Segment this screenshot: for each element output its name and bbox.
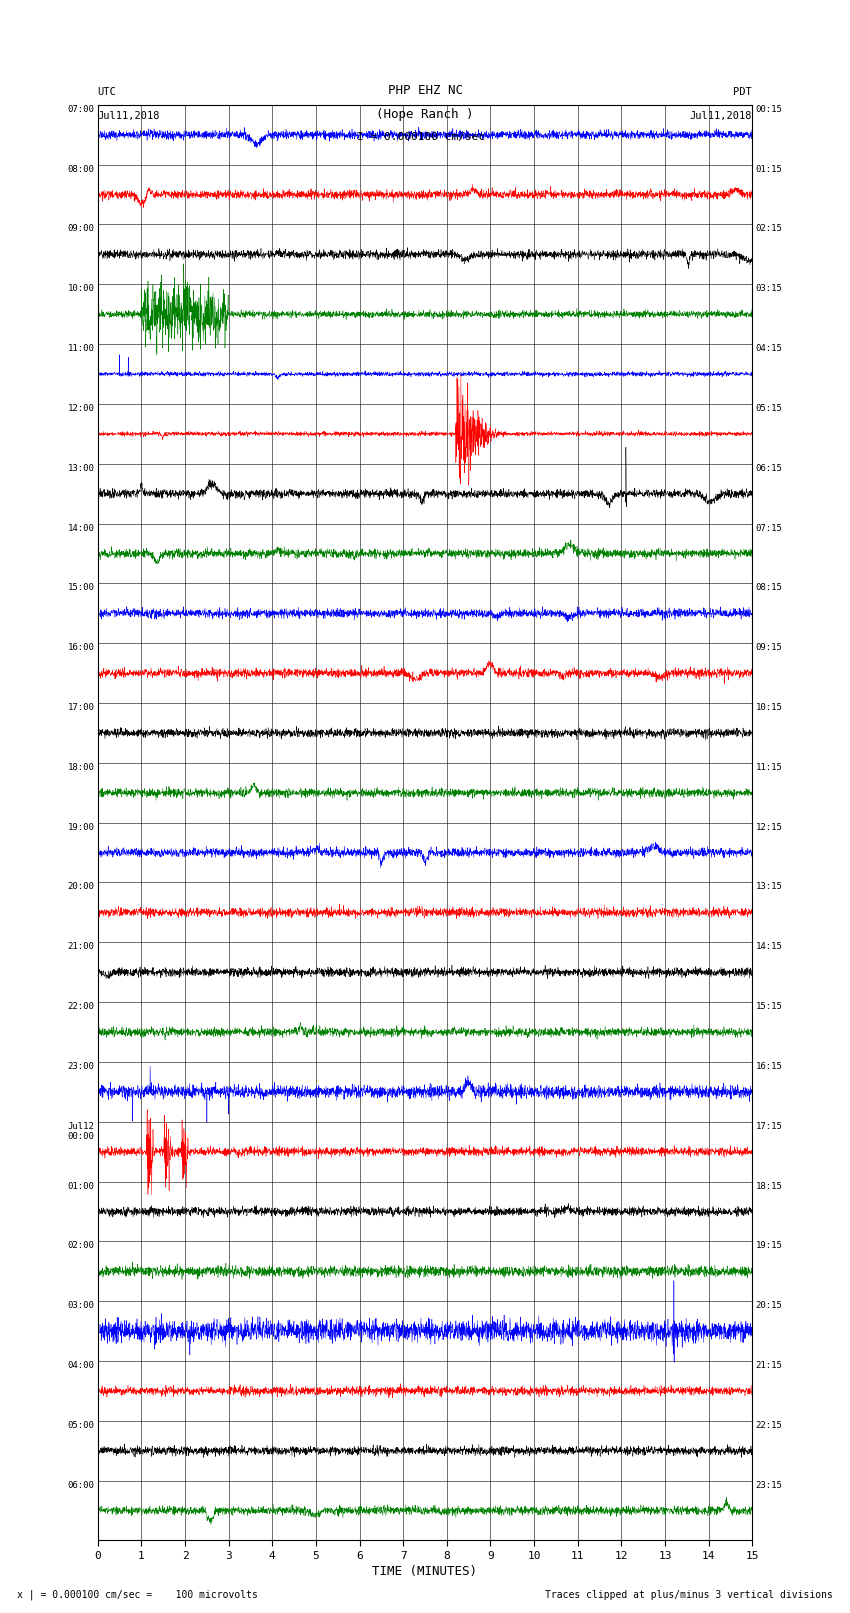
Text: 05:15: 05:15 [756, 403, 782, 413]
Text: 10:15: 10:15 [756, 703, 782, 711]
Text: 20:15: 20:15 [756, 1302, 782, 1310]
Text: PHP EHZ NC: PHP EHZ NC [388, 84, 462, 97]
Text: 23:00: 23:00 [68, 1061, 94, 1071]
Text: 02:00: 02:00 [68, 1242, 94, 1250]
Text: 22:00: 22:00 [68, 1002, 94, 1011]
Text: Jul11,2018: Jul11,2018 [98, 111, 161, 121]
Text: 04:15: 04:15 [756, 344, 782, 353]
Text: 00:15: 00:15 [756, 105, 782, 115]
Text: 05:00: 05:00 [68, 1421, 94, 1429]
Text: 09:00: 09:00 [68, 224, 94, 234]
Text: x | = 0.000100 cm/sec =    100 microvolts: x | = 0.000100 cm/sec = 100 microvolts [17, 1589, 258, 1600]
Text: 07:00: 07:00 [68, 105, 94, 115]
Text: I = 0.000100 cm/sec: I = 0.000100 cm/sec [357, 132, 484, 142]
Text: 21:00: 21:00 [68, 942, 94, 952]
Text: 10:00: 10:00 [68, 284, 94, 294]
Text: 14:00: 14:00 [68, 524, 94, 532]
Text: 15:15: 15:15 [756, 1002, 782, 1011]
X-axis label: TIME (MINUTES): TIME (MINUTES) [372, 1565, 478, 1578]
Text: 01:00: 01:00 [68, 1181, 94, 1190]
Text: (Hope Ranch ): (Hope Ranch ) [377, 108, 473, 121]
Text: 02:15: 02:15 [756, 224, 782, 234]
Text: 01:15: 01:15 [756, 165, 782, 174]
Text: 03:15: 03:15 [756, 284, 782, 294]
Text: Traces clipped at plus/minus 3 vertical divisions: Traces clipped at plus/minus 3 vertical … [545, 1590, 833, 1600]
Text: 14:15: 14:15 [756, 942, 782, 952]
Text: 06:00: 06:00 [68, 1481, 94, 1489]
Text: 08:15: 08:15 [756, 584, 782, 592]
Text: 17:15: 17:15 [756, 1121, 782, 1131]
Text: 18:15: 18:15 [756, 1181, 782, 1190]
Text: 09:15: 09:15 [756, 644, 782, 652]
Text: 13:00: 13:00 [68, 465, 94, 473]
Text: 11:15: 11:15 [756, 763, 782, 771]
Text: 13:15: 13:15 [756, 882, 782, 892]
Text: 08:00: 08:00 [68, 165, 94, 174]
Text: Jul12
00:00: Jul12 00:00 [68, 1121, 94, 1140]
Text: 19:15: 19:15 [756, 1242, 782, 1250]
Text: 12:15: 12:15 [756, 823, 782, 832]
Text: 07:15: 07:15 [756, 524, 782, 532]
Text: 22:15: 22:15 [756, 1421, 782, 1429]
Text: 21:15: 21:15 [756, 1361, 782, 1369]
Text: 16:00: 16:00 [68, 644, 94, 652]
Text: PDT: PDT [734, 87, 752, 97]
Text: 20:00: 20:00 [68, 882, 94, 892]
Text: UTC: UTC [98, 87, 116, 97]
Text: 23:15: 23:15 [756, 1481, 782, 1489]
Text: Jul11,2018: Jul11,2018 [689, 111, 752, 121]
Text: 03:00: 03:00 [68, 1302, 94, 1310]
Text: 16:15: 16:15 [756, 1061, 782, 1071]
Text: 11:00: 11:00 [68, 344, 94, 353]
Text: 18:00: 18:00 [68, 763, 94, 771]
Text: 04:00: 04:00 [68, 1361, 94, 1369]
Text: 17:00: 17:00 [68, 703, 94, 711]
Text: 15:00: 15:00 [68, 584, 94, 592]
Text: 12:00: 12:00 [68, 403, 94, 413]
Text: 19:00: 19:00 [68, 823, 94, 832]
Text: 06:15: 06:15 [756, 465, 782, 473]
